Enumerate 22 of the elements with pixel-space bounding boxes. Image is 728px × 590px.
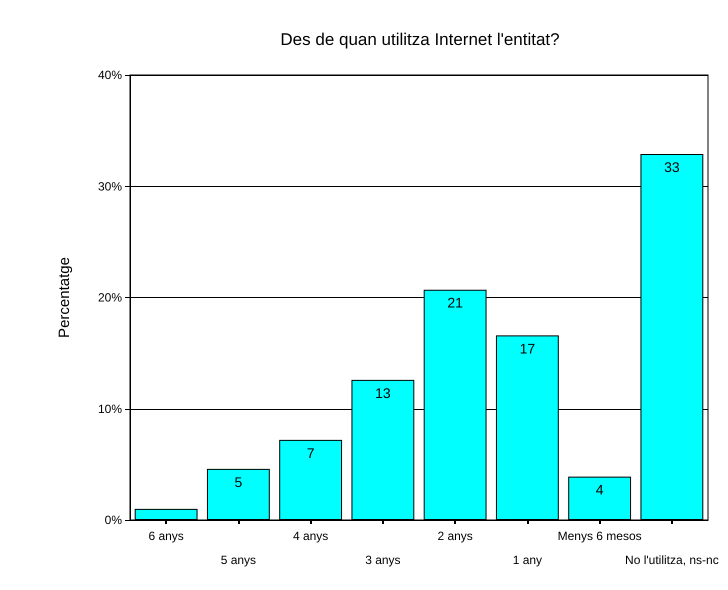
data-label: 17 bbox=[520, 340, 536, 356]
y-tick-label: 0% bbox=[104, 513, 122, 527]
x-tick-label: No l'utilitza, ns-nc bbox=[625, 553, 719, 567]
x-tick-label: 3 anys bbox=[365, 553, 401, 567]
x-tick-label: 4 anys bbox=[292, 529, 328, 543]
data-label: 21 bbox=[447, 294, 464, 311]
data-label: 33 bbox=[664, 158, 680, 175]
y-axis-title: Percentatge bbox=[56, 257, 73, 338]
data-label: 5 bbox=[234, 474, 242, 490]
y-tick-label: 10% bbox=[98, 402, 122, 416]
chart-title: Des de quan utilitza Internet l'entitat? bbox=[280, 30, 560, 49]
y-tick-label: 20% bbox=[98, 290, 122, 304]
x-tick-label: 5 anys bbox=[220, 553, 256, 567]
data-label: 4 bbox=[596, 482, 604, 498]
x-tick-label: 1 any bbox=[512, 553, 542, 567]
data-label: 13 bbox=[375, 384, 391, 401]
x-tick-label: 6 anys bbox=[148, 529, 184, 543]
data-label: 7 bbox=[306, 444, 315, 461]
x-tick-label: Menys 6 mesos bbox=[558, 529, 642, 543]
x-tick-label: 2 anys bbox=[437, 529, 473, 543]
y-tick-label: 40% bbox=[98, 68, 122, 82]
y-tick-label: 30% bbox=[98, 179, 122, 194]
